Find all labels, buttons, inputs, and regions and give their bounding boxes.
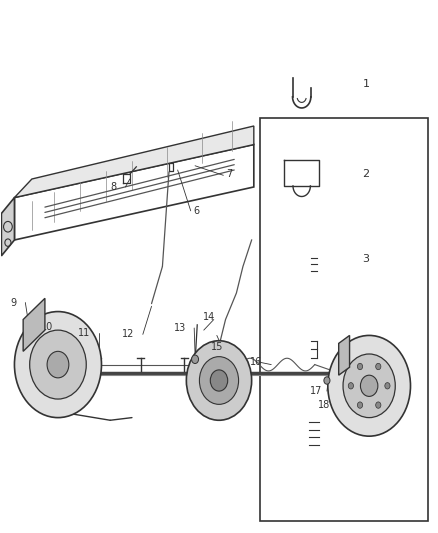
Text: 3: 3 (363, 254, 370, 263)
Text: 7: 7 (226, 169, 232, 179)
Bar (260, 118, 428, 521)
Text: 13: 13 (174, 323, 186, 333)
Polygon shape (1, 198, 14, 256)
Polygon shape (339, 335, 350, 375)
Text: 11: 11 (78, 328, 91, 338)
Circle shape (376, 364, 381, 370)
Circle shape (199, 357, 239, 405)
Text: 5: 5 (363, 423, 370, 433)
Circle shape (186, 341, 252, 420)
Circle shape (348, 383, 353, 389)
Text: 4: 4 (363, 338, 370, 349)
Text: 15: 15 (211, 342, 223, 352)
Circle shape (357, 402, 363, 408)
Text: 6: 6 (193, 206, 199, 216)
Circle shape (14, 312, 102, 418)
Text: 1: 1 (363, 78, 370, 88)
Circle shape (376, 402, 381, 408)
Text: 10: 10 (41, 322, 53, 333)
Circle shape (30, 330, 86, 399)
Text: 9: 9 (11, 297, 17, 308)
Text: 8: 8 (111, 182, 117, 192)
Circle shape (324, 377, 330, 384)
Text: 16: 16 (250, 357, 262, 367)
Circle shape (385, 383, 390, 389)
Text: 2: 2 (363, 169, 370, 179)
Circle shape (343, 354, 395, 418)
Circle shape (360, 375, 378, 397)
Text: 17: 17 (310, 386, 322, 396)
Circle shape (328, 335, 410, 436)
Circle shape (47, 351, 69, 378)
Polygon shape (23, 298, 45, 351)
Text: 12: 12 (122, 329, 134, 340)
Polygon shape (14, 126, 254, 198)
Text: 18: 18 (318, 400, 330, 410)
Circle shape (357, 364, 363, 370)
Circle shape (210, 370, 228, 391)
Text: 14: 14 (203, 312, 215, 322)
Circle shape (191, 355, 198, 364)
